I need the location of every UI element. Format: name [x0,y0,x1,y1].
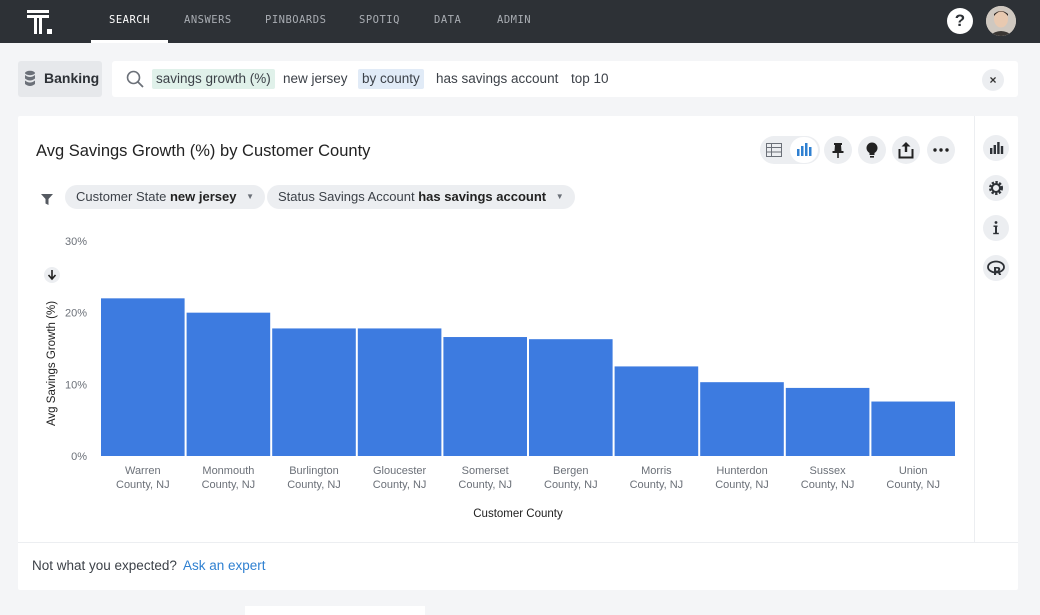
bar [785,387,870,456]
filter-chip-savings-account[interactable]: Status Savings Account has savings accou… [267,185,575,209]
x-tick-label: Bergen [553,465,588,477]
x-tick-label: Union [899,465,928,477]
pin-icon [832,143,844,158]
filter-chip-value: has savings account [418,189,547,204]
x-tick-label: County, NJ [801,479,855,491]
chart-type-icon [990,142,1004,154]
filter-chip-label: Customer State [76,189,167,204]
svg-text:R: R [993,265,1002,277]
search-icon [126,70,144,88]
search-bar[interactable]: savings growth (%) new jersey by county … [112,61,1018,97]
x-tick-label: Morris [641,465,672,477]
bar [529,339,613,456]
database-icon [25,70,35,86]
more-button[interactable] [927,136,955,164]
chart-type-button[interactable] [983,135,1009,161]
nav-admin[interactable]: ADMIN [497,14,532,26]
info-icon [993,221,999,235]
y-axis-label: Avg Savings Growth (%) [46,301,58,426]
r-analysis-button[interactable]: R [983,255,1009,281]
search-token-filter[interactable]: has savings account [436,71,559,86]
x-tick-label: County, NJ [544,479,598,491]
y-tick-label: 10% [65,379,87,391]
sidebar-divider [974,116,975,542]
help-button[interactable]: ? [947,8,973,34]
sort-arrow-icon [47,270,57,281]
user-portrait-icon [986,6,1016,36]
x-tick-label: County, NJ [287,479,341,491]
data-source-label: Banking [44,70,100,86]
bar [186,312,271,456]
table-icon[interactable] [766,143,782,157]
x-tick-label: County, NJ [886,479,940,491]
lightbulb-icon [866,142,878,158]
clear-search-button[interactable]: × [982,69,1004,91]
ask-expert-link[interactable]: Ask an expert [183,558,266,573]
footer-question: Not what you expected? [32,558,177,573]
bar [871,401,955,456]
r-analysis-icon: R [987,260,1005,277]
search-token-attribute[interactable]: by county [358,69,424,89]
insights-button[interactable] [858,136,886,164]
bar [101,298,185,456]
x-tick-label: Monmouth [202,465,254,477]
footer-divider [18,542,1018,543]
x-tick-label: Sussex [810,465,847,477]
answer-title: Avg Savings Growth (%) by Customer Count… [36,142,371,160]
filter-icon[interactable] [41,194,53,206]
search-token-measure[interactable]: savings growth (%) [152,69,275,89]
x-tick-label: Somerset [462,465,509,477]
share-icon [898,142,914,159]
nav-spotiq[interactable]: SPOTIQ [359,14,400,26]
search-token-top[interactable]: top 10 [571,71,609,86]
user-avatar[interactable] [986,6,1016,36]
y-tick-label: 30% [65,236,87,248]
bar [272,328,356,456]
pin-button[interactable] [824,136,852,164]
thoughtspot-logo-icon[interactable] [26,8,54,36]
nav-data[interactable]: DATA [434,14,462,26]
y-tick-label: 20% [65,308,87,320]
chart-settings-button[interactable] [983,175,1009,201]
x-axis-label: Customer County [473,508,563,520]
chevron-down-icon: ▼ [246,192,254,201]
info-button[interactable] [983,215,1009,241]
filter-chip-value: new jersey [169,189,237,204]
chevron-down-icon: ▼ [555,192,564,201]
more-icon [933,148,949,152]
share-button[interactable] [892,136,920,164]
bar [614,366,699,456]
bar-chart: 0% 10% 20% 30% Avg Savings Growth (%) Warren C… [44,236,955,520]
bar [443,337,527,456]
x-tick-label: Gloucester [373,465,427,477]
x-tick-label: County, NJ [715,479,769,491]
bar [700,382,784,456]
x-tick-label: County, NJ [458,479,512,491]
data-source-button[interactable]: Banking [18,61,102,97]
nav-pinboards[interactable]: PINBOARDS [265,14,327,26]
bar [357,328,442,456]
filter-chip-customer-state[interactable]: Customer State new jersey ▼ [65,185,265,209]
nav-search[interactable]: SEARCH [91,0,168,43]
settings-gear-icon [989,181,1003,195]
x-tick-label: County, NJ [630,479,684,491]
viz-toggle[interactable] [760,136,820,164]
nav-answers[interactable]: ANSWERS [184,14,232,26]
bar-chart-icon [797,143,812,156]
x-tick-label: County, NJ [116,479,170,491]
answer-card: Avg Savings Growth (%) by Customer Count… [18,116,1018,590]
x-tick-label: County, NJ [202,479,256,491]
top-nav: SEARCH ANSWERS PINBOARDS SPOTIQ DATA ADM… [0,0,1040,43]
bottom-panel-edge [245,606,425,615]
y-tick-label: 0% [71,451,87,463]
filter-chip-label: Status Savings Account [278,189,415,204]
x-tick-label: County, NJ [373,479,427,491]
search-token-value[interactable]: new jersey [283,71,348,86]
x-tick-label: Warren [125,465,161,477]
x-tick-label: Burlington [289,465,339,477]
x-tick-label: Hunterdon [716,465,767,477]
chart-view-button[interactable] [790,137,818,163]
